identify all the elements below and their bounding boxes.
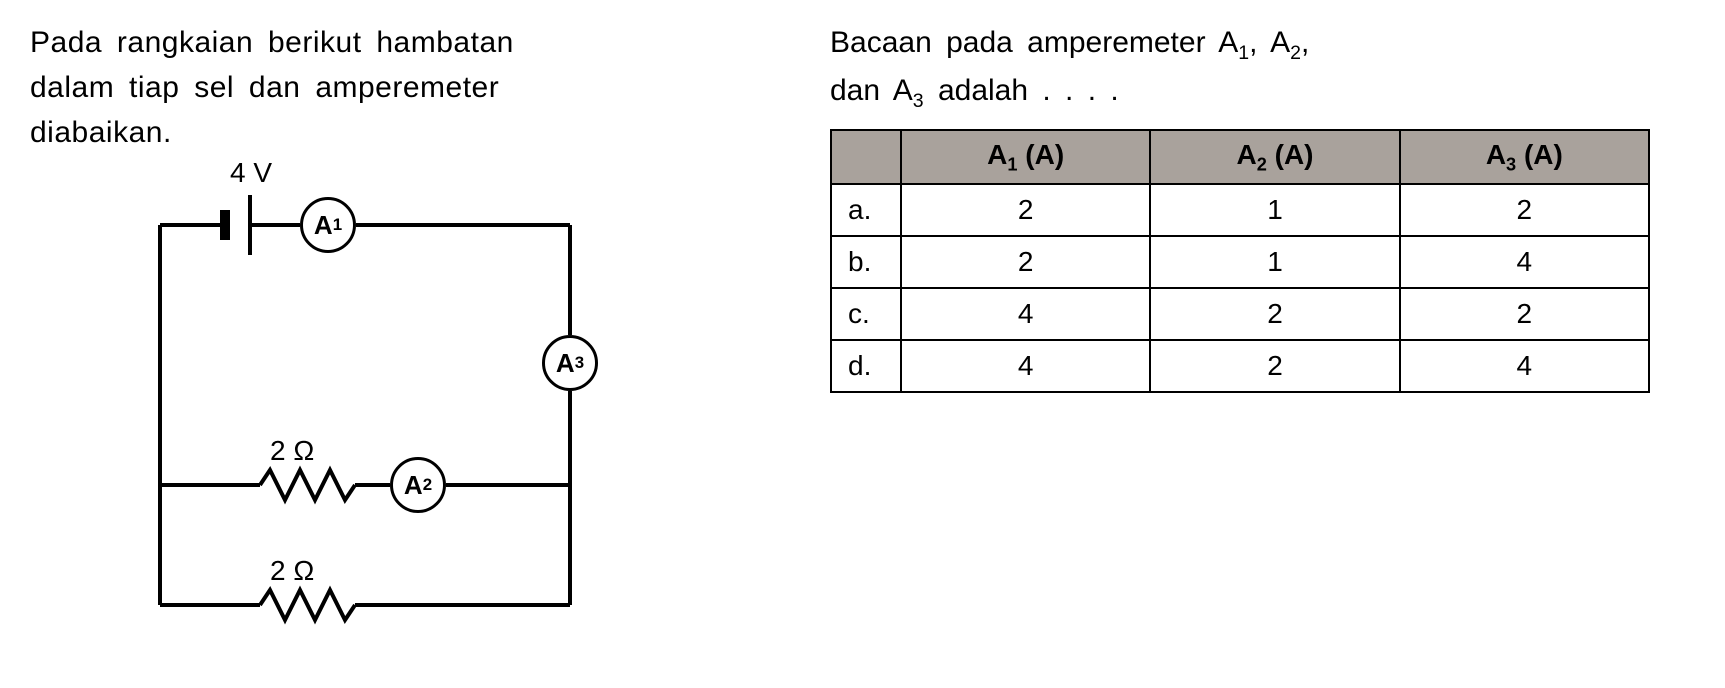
ammeter-a3: A3: [542, 335, 598, 391]
a3-symbol: A: [556, 348, 575, 379]
q-line2-prefix: dan A: [830, 74, 913, 107]
row-a-v2: 1: [1150, 184, 1399, 236]
row-d-v3: 4: [1400, 340, 1649, 392]
row-c-v1: 4: [901, 288, 1150, 340]
q-mid2: ,: [1301, 26, 1309, 59]
a2-sub: 2: [423, 475, 432, 495]
table-row: c. 4 2 2: [831, 288, 1649, 340]
row-d-v2: 2: [1150, 340, 1399, 392]
answer-table: A1 (A) A2 (A) A3 (A) a. 2 1 2 b. 2 1: [830, 129, 1650, 394]
a2-symbol: A: [404, 470, 423, 501]
header-col2: A2 (A): [1150, 130, 1399, 185]
row-a-v1: 2: [901, 184, 1150, 236]
row-b-v2: 1: [1150, 236, 1399, 288]
q-prefix: Bacaan pada amperemeter A: [830, 26, 1238, 59]
q-mid1: , A: [1249, 26, 1290, 59]
row-b-label: b.: [831, 236, 901, 288]
ammeter-a1: A1: [300, 197, 356, 253]
row-c-v2: 2: [1150, 288, 1399, 340]
table-row: d. 4 2 4: [831, 340, 1649, 392]
row-d-label: d.: [831, 340, 901, 392]
row-a-label: a.: [831, 184, 901, 236]
problem-line1: Pada rangkaian berikut hambatan: [30, 26, 514, 59]
question-text: Bacaan pada amperemeter A1, A2, dan A3 a…: [830, 20, 1650, 117]
row-b-v1: 2: [901, 236, 1150, 288]
table-row: b. 2 1 4: [831, 236, 1649, 288]
problem-line3: diabaikan.: [30, 116, 172, 149]
q-sub2: 2: [1290, 42, 1301, 64]
left-column: Pada rangkaian berikut hambatan dalam ti…: [30, 20, 710, 668]
header-corner: [831, 130, 901, 185]
problem-line2: dalam tiap sel dan amperemeter: [30, 71, 499, 104]
row-a-v3: 2: [1400, 184, 1649, 236]
row-c-v3: 2: [1400, 288, 1649, 340]
q-line2-suffix: adalah . . . .: [924, 74, 1119, 107]
header-col1: A1 (A): [901, 130, 1150, 185]
q-sub3: 3: [913, 90, 924, 112]
problem-statement: Pada rangkaian berikut hambatan dalam ti…: [30, 20, 710, 155]
row-b-v3: 4: [1400, 236, 1649, 288]
table-header-row: A1 (A) A2 (A) A3 (A): [831, 130, 1649, 185]
circuit-wires: [150, 165, 650, 645]
circuit-diagram: 4 V: [150, 165, 650, 645]
header-col3: A3 (A): [1400, 130, 1649, 185]
a1-sub: 1: [333, 215, 342, 235]
row-c-label: c.: [831, 288, 901, 340]
row-d-v1: 4: [901, 340, 1150, 392]
q-sub1: 1: [1238, 42, 1249, 64]
ammeter-a2: A2: [390, 457, 446, 513]
table-row: a. 2 1 2: [831, 184, 1649, 236]
a1-symbol: A: [314, 210, 333, 241]
resistor2-label: 2 Ω: [270, 555, 314, 587]
resistor1-label: 2 Ω: [270, 435, 314, 467]
a3-sub: 3: [575, 353, 584, 373]
right-column: Bacaan pada amperemeter A1, A2, dan A3 a…: [830, 20, 1650, 668]
